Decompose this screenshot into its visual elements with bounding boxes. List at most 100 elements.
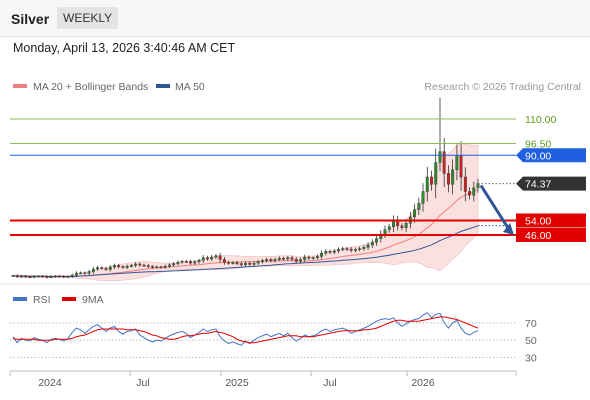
candle [142,264,146,267]
candle [79,272,83,274]
candle [299,259,302,262]
candle [286,257,290,260]
candle [387,226,391,230]
candle [463,176,467,192]
copyright-label: Research © 2026 Trading Central [424,81,581,93]
candle [163,266,167,268]
x-axis-ticks: 2024 Jul 2025 Jul 2026 [9,371,435,389]
candle [231,262,235,264]
candle [358,248,362,250]
candle [70,274,74,277]
candle [277,258,281,260]
candle [180,261,184,263]
datetime-label: Monday, April 13, 2026 3:40:46 AM CET [13,41,236,55]
candle [337,249,340,252]
candle [451,169,455,185]
candle [243,262,247,266]
candle [438,151,442,163]
candle [96,267,100,270]
candle [112,265,116,268]
candle [74,272,78,276]
candle [146,265,150,267]
candle [32,276,36,278]
instrument-title: Silver [11,11,50,27]
current-price-box [516,176,586,191]
candle [354,249,357,251]
candle [383,229,387,235]
candle [248,262,252,265]
candle [176,262,180,264]
candle [138,263,142,266]
candle [15,275,19,277]
candle [324,251,328,254]
candle [134,263,138,266]
candle [24,275,28,278]
candle [400,225,404,228]
candle [36,275,40,278]
candle [121,266,125,268]
candle [430,176,433,185]
candle [20,275,23,278]
candle [91,268,95,272]
candle [345,248,349,250]
candle [184,261,188,263]
candle [362,247,366,249]
x-tick-label: 2026 [411,377,435,389]
rsi-ma-legend-swatch [62,297,76,301]
candle [58,275,61,278]
candle [349,248,353,251]
support-label: 54.00 [525,216,551,228]
candle [311,257,315,259]
candle [307,256,311,259]
candle [155,266,159,269]
candle [193,261,197,264]
candle [375,238,378,243]
candle [404,222,408,228]
candle [201,257,205,261]
candle [328,251,332,253]
candle [214,255,218,258]
candle [341,248,345,250]
projection-arrow-shaft [479,184,510,229]
pivot-label: 90.00 [525,150,551,162]
candle [62,276,66,278]
bollinger-legend-label: MA 20 + Bollinger Bands [33,81,148,93]
rsi-ma-legend-label: 9MA [82,294,104,306]
candle [11,275,15,277]
candle [53,275,57,278]
candle [210,256,214,260]
support-label-box [516,228,586,242]
candle [421,191,425,204]
candle [413,209,416,218]
candle [125,266,129,268]
projection-arrow-head [503,223,514,235]
x-tick-label: Jul [323,377,336,389]
candle [108,266,112,270]
candle [269,259,273,261]
price-layer [11,98,480,282]
ma50-legend-label: MA 50 [175,81,205,93]
rsi-level-label: 30 [525,352,537,364]
candle [117,265,121,267]
candle [425,176,429,192]
candle [235,262,239,264]
resistance-label: 96.50 [525,138,551,150]
candle [472,187,476,196]
candle [320,252,323,257]
candle [129,265,133,267]
candle [282,258,285,260]
candle [447,173,450,185]
candle [197,260,201,262]
resistance-label: 110.00 [525,114,556,126]
candle [442,151,446,174]
candle [45,276,49,278]
bollinger-band [12,143,479,282]
candle [265,259,269,261]
candle [49,276,53,278]
candle [468,191,471,196]
candle [332,250,336,253]
candle [218,255,222,260]
period-badge[interactable]: WEEKLY [57,7,119,29]
